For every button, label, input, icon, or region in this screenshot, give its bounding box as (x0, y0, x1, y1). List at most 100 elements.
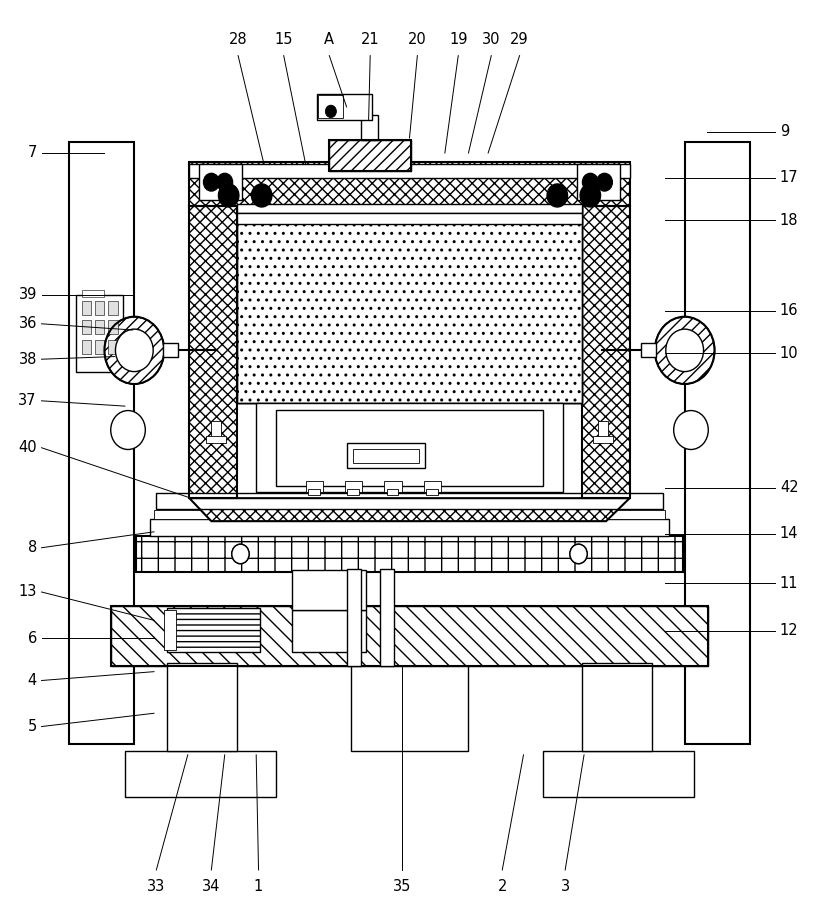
Bar (353, 449, 419, 463)
Bar (237, 207, 582, 404)
Bar (167, 608, 260, 652)
Text: 40: 40 (18, 440, 37, 455)
Bar (136, 537, 683, 572)
Circle shape (547, 184, 568, 207)
Bar (384, 481, 401, 492)
Bar (387, 490, 399, 494)
Text: 37: 37 (18, 394, 37, 408)
Bar (292, 570, 366, 609)
Bar (156, 493, 663, 509)
Text: 18: 18 (780, 213, 799, 228)
Text: 34: 34 (202, 879, 220, 893)
Text: 33: 33 (147, 879, 165, 893)
Circle shape (666, 329, 704, 372)
Bar (189, 162, 630, 207)
Text: 14: 14 (780, 526, 799, 541)
Bar (76, 295, 124, 372)
Bar (108, 320, 118, 335)
Text: 12: 12 (780, 623, 799, 638)
Bar (163, 343, 179, 358)
Bar (108, 339, 118, 354)
Text: 5: 5 (28, 719, 37, 734)
Circle shape (251, 184, 272, 207)
Bar (319, 96, 343, 118)
Bar (582, 663, 652, 751)
Bar (95, 339, 105, 354)
Circle shape (111, 410, 145, 450)
Circle shape (203, 173, 219, 191)
Circle shape (232, 544, 249, 563)
Text: 42: 42 (780, 480, 799, 495)
Text: 1: 1 (254, 879, 263, 893)
Text: 11: 11 (780, 575, 799, 591)
Bar (237, 207, 582, 404)
Bar (577, 164, 620, 200)
Bar (347, 490, 360, 494)
Text: 38: 38 (19, 351, 37, 367)
Bar (256, 404, 563, 492)
Bar (167, 608, 260, 652)
Text: 8: 8 (28, 540, 37, 555)
Bar (345, 481, 362, 492)
Bar (582, 207, 630, 498)
Text: 17: 17 (780, 171, 799, 185)
Circle shape (596, 173, 613, 191)
Polygon shape (189, 498, 630, 521)
Bar (189, 207, 237, 498)
Bar (582, 207, 630, 498)
Text: 19: 19 (449, 31, 468, 47)
Bar (154, 510, 665, 518)
Circle shape (570, 544, 587, 563)
Bar (189, 164, 630, 178)
Bar (360, 115, 378, 140)
Bar (82, 339, 91, 354)
Text: 6: 6 (28, 631, 37, 645)
Bar (237, 207, 582, 404)
Bar (199, 164, 242, 200)
Bar (305, 481, 323, 492)
Text: 39: 39 (19, 287, 37, 302)
Text: 4: 4 (28, 673, 37, 688)
Bar (276, 409, 543, 486)
Circle shape (655, 317, 714, 384)
Circle shape (570, 544, 587, 563)
Text: 3: 3 (561, 879, 570, 893)
Text: 10: 10 (780, 346, 799, 361)
Bar (237, 207, 582, 404)
Bar (189, 162, 630, 207)
Circle shape (105, 317, 164, 384)
Text: A: A (324, 31, 334, 47)
Text: 30: 30 (482, 31, 500, 47)
Text: 16: 16 (780, 303, 799, 318)
Bar (237, 207, 582, 404)
Bar (69, 142, 133, 744)
Circle shape (232, 544, 249, 563)
Circle shape (115, 329, 153, 372)
Bar (346, 443, 425, 468)
Bar (329, 140, 411, 171)
Bar (111, 606, 708, 667)
Bar (164, 609, 176, 650)
Text: 13: 13 (19, 585, 37, 599)
Bar (150, 518, 669, 537)
Bar (543, 751, 695, 798)
Bar (292, 609, 366, 652)
Text: 29: 29 (510, 31, 529, 47)
Circle shape (674, 410, 708, 450)
Text: 35: 35 (392, 879, 411, 893)
Bar (423, 481, 441, 492)
Bar (593, 436, 613, 443)
Circle shape (582, 173, 598, 191)
Circle shape (325, 105, 337, 118)
Bar (640, 343, 656, 358)
Bar (111, 606, 708, 667)
Bar (124, 751, 276, 798)
Bar (167, 663, 237, 751)
Bar (206, 436, 226, 443)
Text: 7: 7 (28, 146, 37, 160)
Text: 28: 28 (229, 31, 247, 47)
Bar (329, 140, 411, 171)
Bar (189, 207, 237, 498)
Bar (317, 94, 372, 120)
Bar (82, 320, 91, 335)
